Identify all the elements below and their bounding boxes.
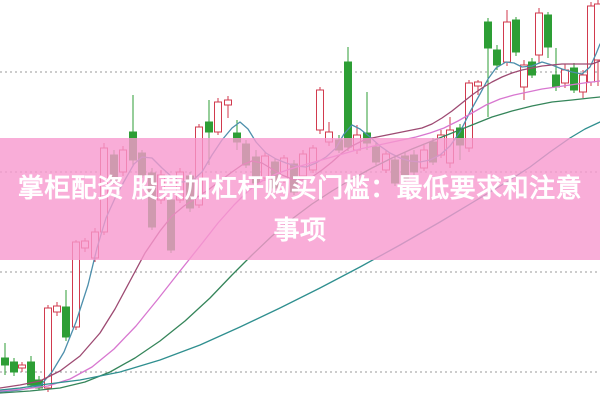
candle-body bbox=[594, 3, 600, 61]
candle-body bbox=[561, 69, 569, 84]
candle-body bbox=[587, 5, 595, 83]
candle-body bbox=[10, 361, 18, 373]
candle-body bbox=[1, 357, 9, 366]
title-banner: 掌柜配资 股票加杠杆购买门槛：最低要求和注意 事项 bbox=[0, 138, 600, 260]
candle-body bbox=[53, 305, 61, 313]
candle-body bbox=[520, 64, 528, 88]
candle-body bbox=[316, 89, 324, 131]
candle-body bbox=[570, 67, 578, 91]
banner-title-line1: 掌柜配资 股票加杠杆购买门槛：最低要求和注意 bbox=[17, 173, 583, 203]
candle-body bbox=[484, 21, 492, 49]
candle-body bbox=[552, 74, 560, 88]
banner-title-line2: 事项 bbox=[273, 215, 327, 245]
candle-body bbox=[214, 101, 222, 133]
candle-body bbox=[344, 61, 352, 148]
candle-body bbox=[512, 19, 520, 53]
candle-body bbox=[544, 14, 552, 48]
candle-body bbox=[224, 99, 232, 106]
candle-body bbox=[205, 121, 213, 133]
candle-body bbox=[44, 307, 52, 389]
candle-body bbox=[493, 49, 501, 66]
candle-body bbox=[62, 306, 70, 338]
candle-body bbox=[535, 12, 543, 56]
candle-body bbox=[474, 81, 482, 87]
candle-body bbox=[27, 361, 35, 386]
candle-body bbox=[503, 21, 511, 63]
candle-body bbox=[18, 364, 26, 369]
